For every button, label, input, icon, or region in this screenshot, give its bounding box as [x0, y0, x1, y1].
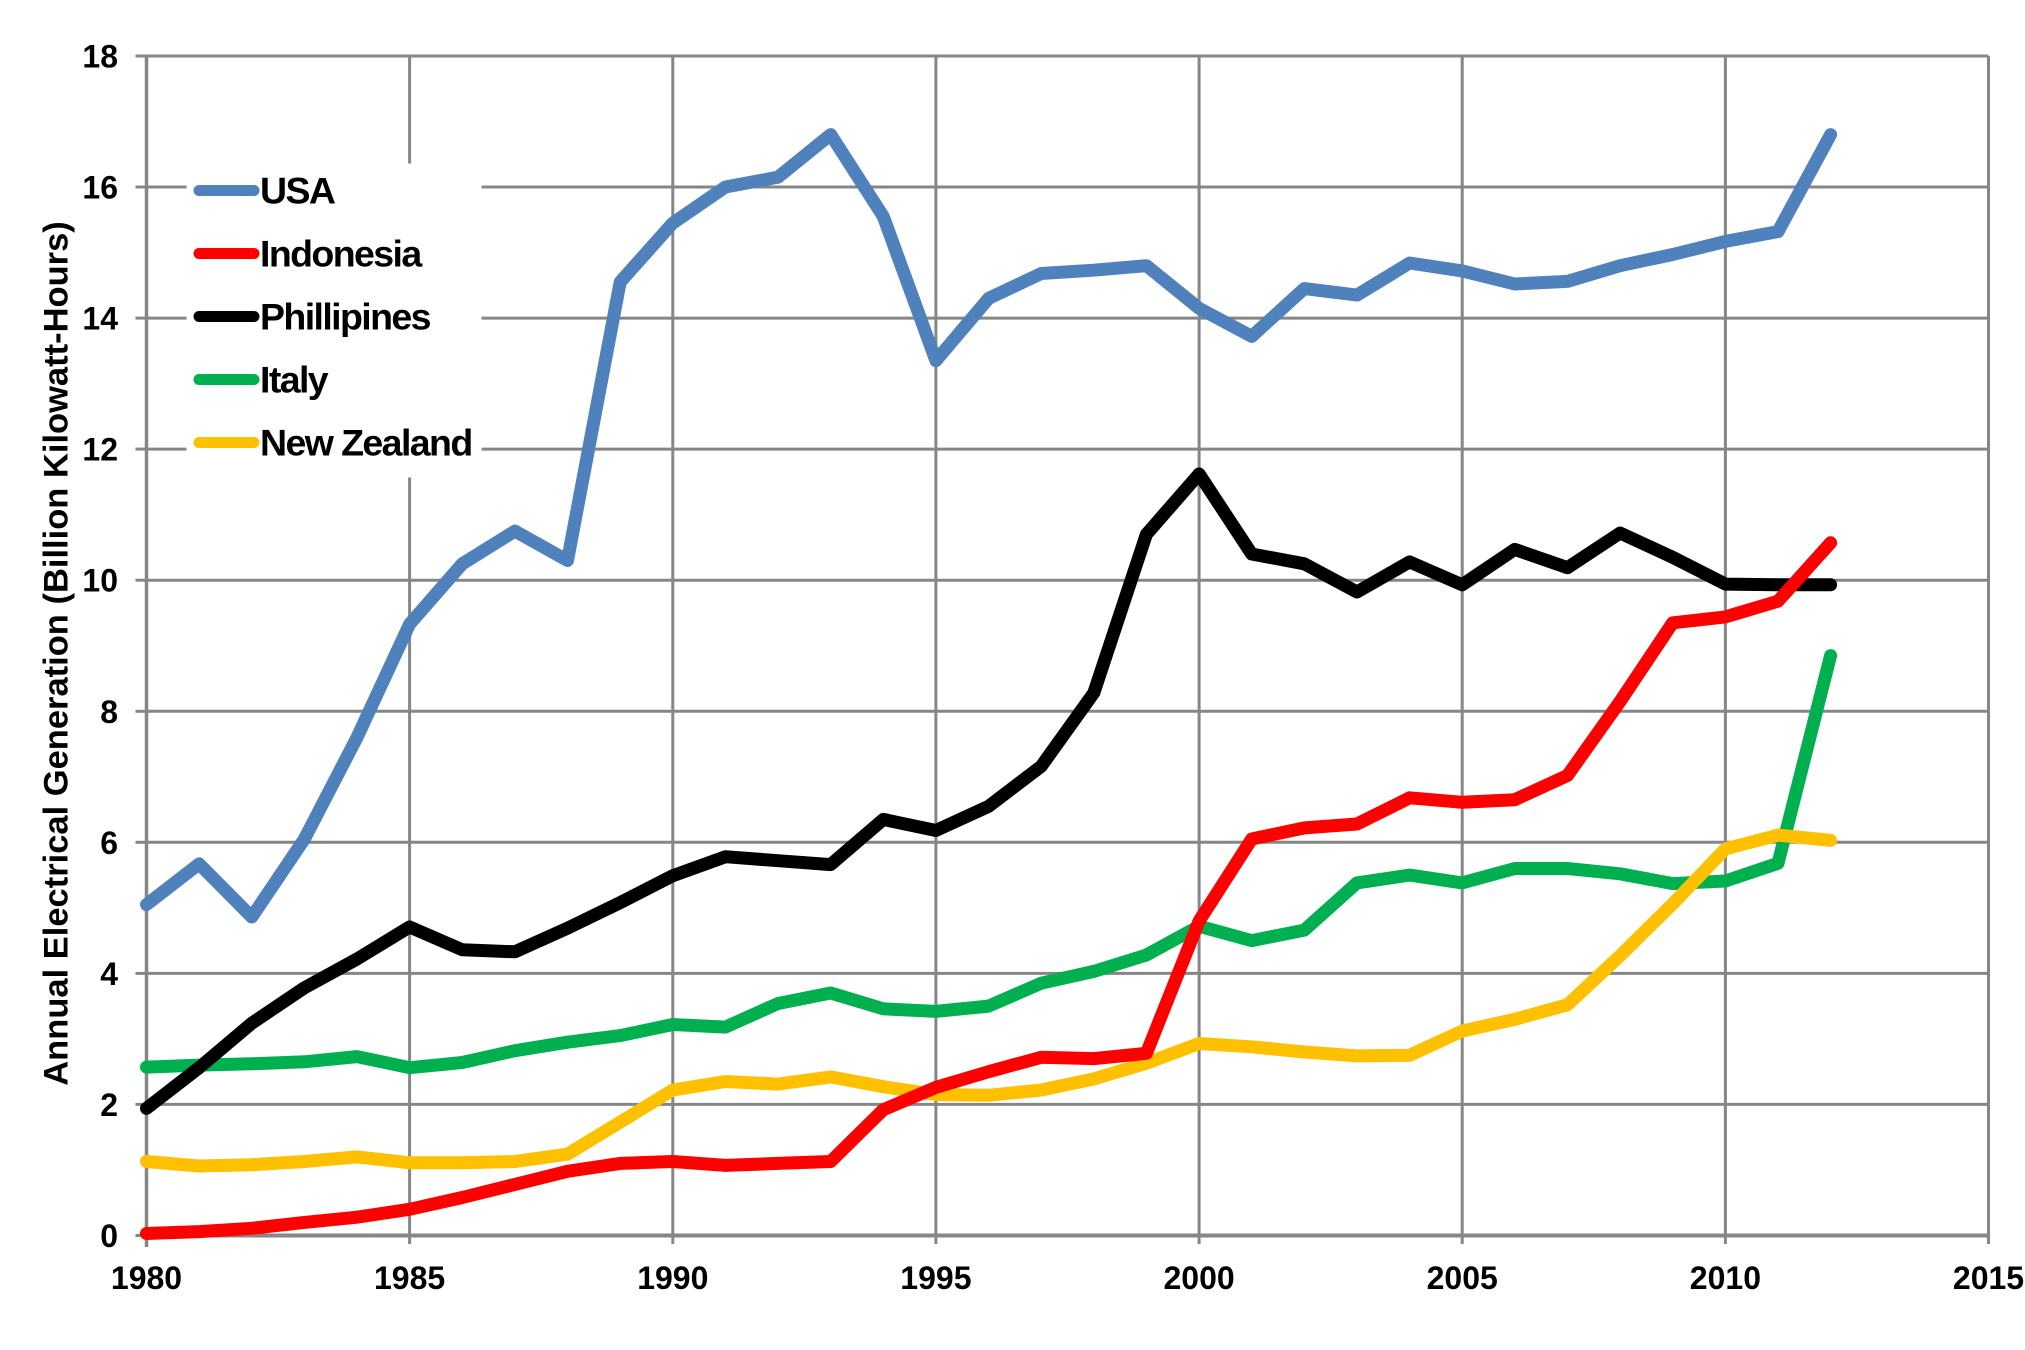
svg-text:2015: 2015	[1953, 1260, 2024, 1296]
svg-text:4: 4	[100, 956, 118, 992]
svg-text:18: 18	[82, 39, 118, 75]
svg-text:2010: 2010	[1690, 1260, 1761, 1296]
svg-text:14: 14	[82, 301, 118, 337]
svg-text:2005: 2005	[1427, 1260, 1498, 1296]
svg-text:1980: 1980	[111, 1260, 182, 1296]
svg-text:8: 8	[100, 694, 118, 730]
svg-text:0: 0	[100, 1218, 118, 1254]
svg-text:1985: 1985	[374, 1260, 445, 1296]
svg-text:10: 10	[82, 563, 118, 599]
svg-text:12: 12	[82, 432, 118, 468]
svg-text:1990: 1990	[637, 1260, 708, 1296]
svg-text:1995: 1995	[900, 1260, 971, 1296]
svg-text:2: 2	[100, 1087, 118, 1123]
svg-text:Phillipines: Phillipines	[260, 296, 431, 338]
svg-text:6: 6	[100, 825, 118, 861]
svg-text:16: 16	[82, 170, 118, 206]
svg-text:Italy: Italy	[260, 359, 329, 401]
svg-text:2000: 2000	[1164, 1260, 1235, 1296]
svg-text:Annual Electrical Generation (: Annual Electrical Generation (Billion Ki…	[38, 221, 76, 1086]
svg-text:New Zealand: New Zealand	[260, 422, 472, 464]
svg-text:Indonesia: Indonesia	[260, 233, 423, 275]
svg-text:USA: USA	[260, 170, 336, 212]
